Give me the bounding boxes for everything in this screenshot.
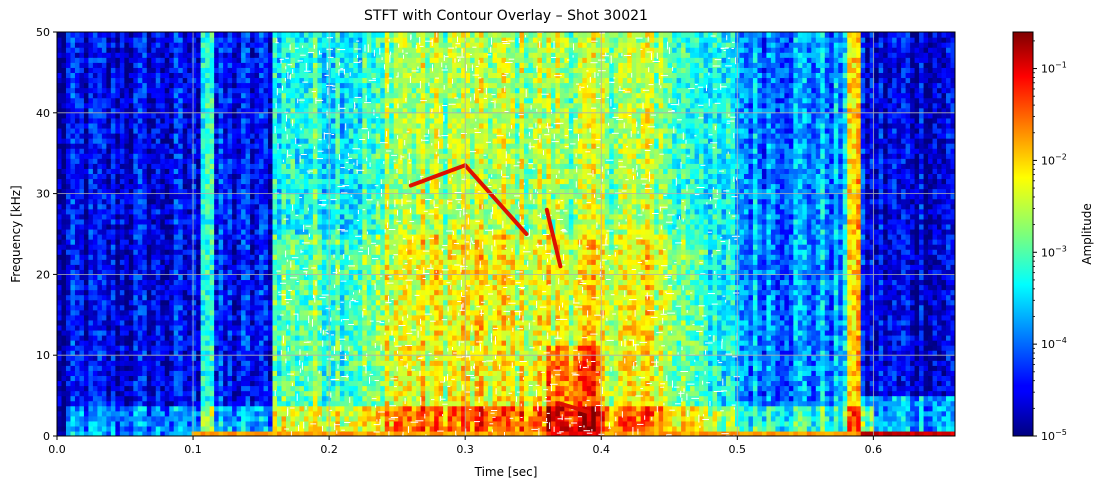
colorbar-label: Amplitude: [1080, 203, 1094, 265]
y-tick-label-5: 50: [36, 26, 50, 39]
x-tick-label-5: 0.5: [729, 443, 747, 456]
x-axis: 0.0 0.1 0.2 0.3 0.4 0.5 0.6: [48, 436, 882, 456]
colorbar-ticks: 10−5 10−4 10−3 10−2 10−1: [1033, 40, 1067, 443]
mode-feature-1: [463, 163, 529, 236]
x-tick-label-3: 0.3: [456, 443, 474, 456]
x-tick-label-4: 0.4: [592, 443, 610, 456]
plot-area: [56, 31, 956, 437]
colorbar-tick-label-3: 10−2: [1041, 152, 1067, 167]
colorbar-tick-label-2: 10−3: [1041, 244, 1067, 259]
colorbar-gradient: [1012, 31, 1034, 437]
mode-feature-3: [558, 401, 590, 414]
mode-feature-2: [544, 207, 563, 269]
y-axis: 0 10 20 30 40 50: [36, 26, 57, 443]
y-tick-label-1: 10: [36, 349, 50, 362]
mode-features: [408, 163, 590, 414]
mode-feature-0: [408, 163, 468, 188]
x-tick-label-2: 0.2: [320, 443, 338, 456]
y-axis-label: Frequency [kHz]: [9, 185, 23, 282]
x-axis-label: Time [sec]: [474, 465, 538, 479]
x-tick-label-0: 0.0: [48, 443, 66, 456]
colorbar-tick-label-4: 10−1: [1041, 61, 1067, 76]
plot-frame: [56, 31, 956, 437]
y-tick-label-0: 0: [43, 430, 50, 443]
colorbar-tick-label-0: 10−5: [1041, 428, 1067, 443]
chart-title: STFT with Contour Overlay – Shot 30021: [364, 8, 648, 24]
y-tick-label-4: 40: [36, 107, 50, 120]
x-tick-label-1: 0.1: [184, 443, 202, 456]
spectrogram: [57, 32, 955, 436]
colorbar: 10−5 10−4 10−3 10−2 10−1 Amplitude: [1012, 31, 1094, 443]
x-tick-label-6: 0.6: [865, 443, 883, 456]
colorbar-tick-label-1: 10−4: [1041, 336, 1067, 351]
y-tick-label-2: 20: [36, 268, 50, 281]
y-tick-label-3: 30: [36, 188, 50, 201]
